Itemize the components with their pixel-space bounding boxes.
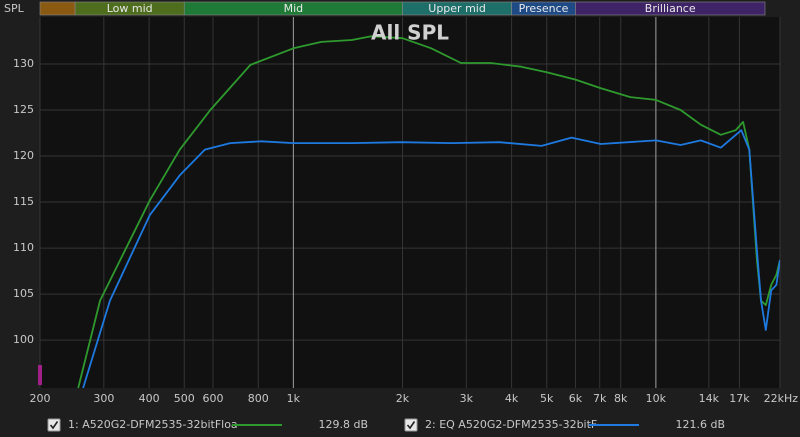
x-tick-label: 6k [569, 392, 583, 405]
grid [39, 17, 781, 388]
frequency-band [575, 1, 766, 16]
band-label: Low mid [107, 2, 153, 15]
y-tick-label: 115 [13, 195, 34, 208]
band-label: Presence [519, 2, 569, 15]
legend-checkbox[interactable] [404, 418, 418, 432]
x-tick-label: 800 [248, 392, 269, 405]
x-tick-label: 400 [139, 392, 160, 405]
y-axis-label: SPL [4, 2, 25, 15]
x-tick-label: 14k [699, 392, 720, 405]
y-tick-label: 120 [13, 149, 34, 162]
frequency-band [39, 1, 76, 16]
x-tick-label: 300 [93, 392, 114, 405]
x-tick-label: 17k [729, 392, 750, 405]
lines [77, 35, 780, 388]
x-tick-label: 2k [396, 392, 410, 405]
legend-readout: 129.8 dB [318, 418, 368, 431]
x-tick-label: 4k [505, 392, 519, 405]
legend-item[interactable]: 2: EQ A520G2-DFM2535-32bitF 121.6 dB [404, 418, 725, 432]
x-tick-label: 3k [460, 392, 474, 405]
x-tick-label: 10k [646, 392, 667, 405]
x-tick-label: 600 [202, 392, 223, 405]
x-tick-label: 7k [593, 392, 607, 405]
chart-title: All SPL [371, 21, 449, 45]
x-tick-label: 200 [30, 392, 51, 405]
x-tick-label: 22kHz [764, 392, 799, 405]
y-tick-label: 125 [13, 103, 34, 116]
series-line [82, 129, 780, 388]
legend: 1: A520G2-DFM2535-32bitFloa 129.8 dB 2: EQ… [47, 418, 725, 432]
x-tick-label: 500 [174, 392, 195, 405]
band-label: Upper mid [428, 2, 486, 15]
legend-checkbox[interactable] [47, 418, 61, 432]
x-tick-label: 1k [287, 392, 301, 405]
y-tick-label: 110 [13, 241, 34, 254]
y-tick-label: 130 [13, 57, 34, 70]
cursor-marker [38, 365, 42, 385]
x-tick-label: 8k [614, 392, 628, 405]
y-tick-label: 105 [13, 287, 34, 300]
legend-name: 1: A520G2-DFM2535-32bitFloa [68, 418, 238, 431]
x-tick-label: 5k [540, 392, 554, 405]
band-label: Mid [284, 2, 304, 15]
legend-item[interactable]: 1: A520G2-DFM2535-32bitFloa 129.8 dB [47, 418, 368, 432]
legend-readout: 121.6 dB [675, 418, 725, 431]
checkmark [406, 421, 416, 430]
band-label: Brilliance [645, 2, 696, 15]
legend-name: 2: EQ A520G2-DFM2535-32bitF [425, 418, 597, 431]
y-tick-label: 100 [13, 333, 34, 346]
band-header: Low mid Mid Upper mid Presence Brilliance [39, 1, 766, 16]
checkmark [49, 421, 59, 430]
